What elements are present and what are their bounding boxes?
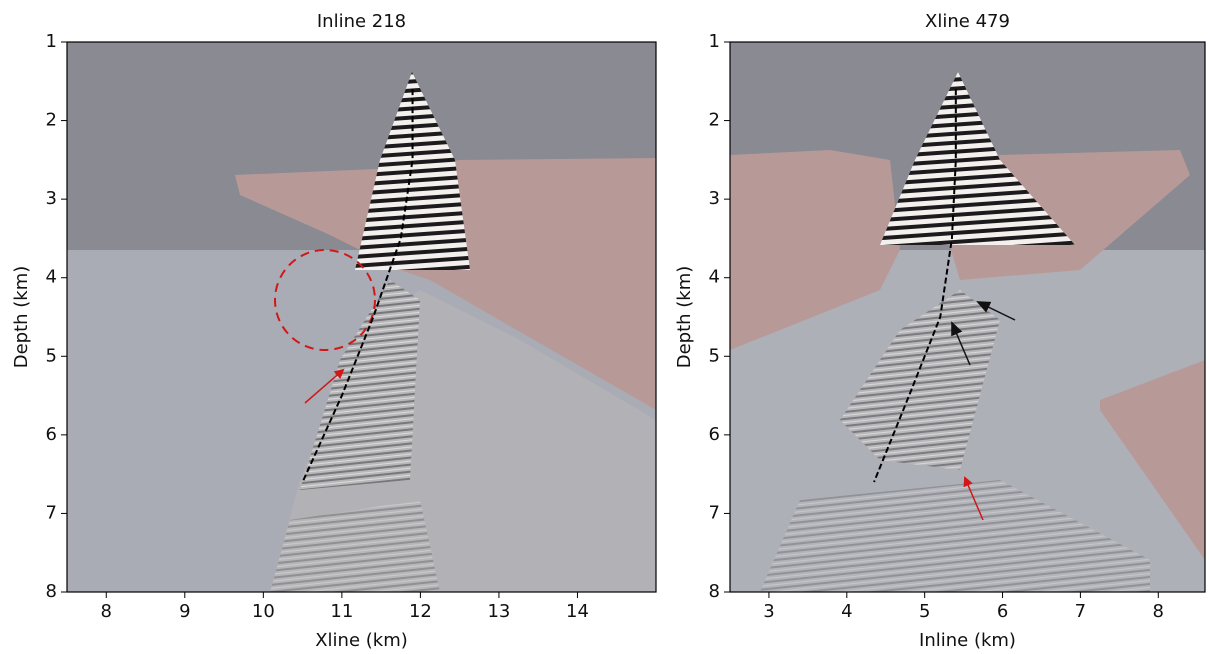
y-tick-label: 5: [46, 345, 57, 366]
x-tick-label: 14: [566, 601, 589, 622]
seismic-image: [730, 42, 1205, 592]
y-tick-label: 8: [709, 581, 720, 602]
y-axis-label: Depth (km): [674, 266, 695, 369]
y-tick-label: 7: [46, 502, 57, 523]
y-tick-label: 3: [709, 188, 720, 209]
x-tick-label: 5: [919, 601, 930, 622]
chart-title: Xline 479: [925, 11, 1010, 32]
x-tick-label: 9: [179, 601, 190, 622]
y-tick-label: 2: [46, 110, 57, 131]
chart-title: Inline 218: [317, 11, 406, 32]
x-tick-label: 4: [841, 601, 852, 622]
x-tick-label: 6: [997, 601, 1008, 622]
y-tick-label: 3: [46, 188, 57, 209]
y-tick-label: 5: [709, 345, 720, 366]
seismic-image: [67, 42, 656, 592]
x-tick-label: 8: [101, 601, 112, 622]
x-tick-label: 11: [330, 601, 353, 622]
y-tick-label: 8: [46, 581, 57, 602]
y-axis-label: Depth (km): [11, 266, 32, 369]
well-path: [873, 89, 957, 483]
axes-frame: [66, 41, 657, 593]
y-tick-label: 1: [709, 31, 720, 52]
y-tick-label: 6: [46, 424, 57, 445]
x-tick-label: 3: [763, 601, 774, 622]
y-tick-label: 1: [46, 31, 57, 52]
y-tick-label: 2: [709, 110, 720, 131]
x-tick-label: 8: [1153, 601, 1164, 622]
x-axis-label: Inline (km): [919, 630, 1016, 651]
axes-frame: [729, 41, 1206, 593]
x-tick-label: 7: [1075, 601, 1086, 622]
y-tick-label: 6: [709, 424, 720, 445]
y-tick-label: 4: [709, 267, 720, 288]
well-path: [301, 89, 414, 483]
x-tick-label: 10: [252, 601, 275, 622]
y-tick-label: 7: [709, 502, 720, 523]
x-tick-label: 12: [409, 601, 432, 622]
y-tick-label: 4: [46, 267, 57, 288]
x-axis-label: Xline (km): [315, 630, 408, 651]
x-tick-label: 13: [487, 601, 510, 622]
